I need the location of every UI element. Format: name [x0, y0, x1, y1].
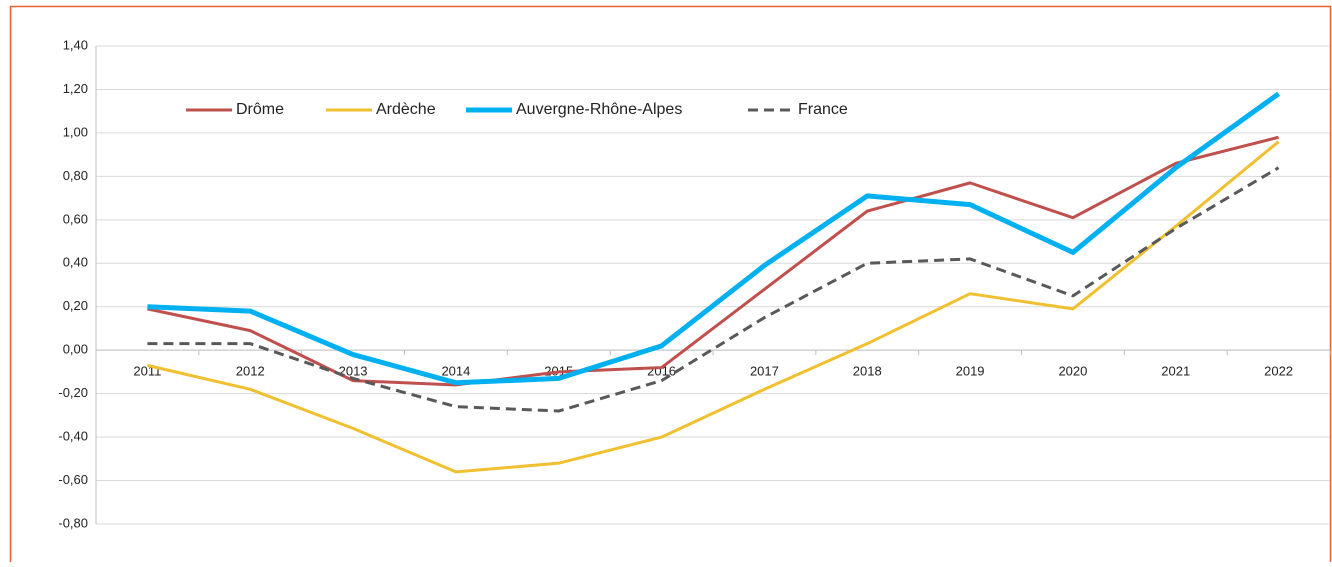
y-tick-label: -0,40 [58, 429, 88, 444]
series-line [147, 135, 1279, 387]
series-line [147, 166, 1280, 413]
y-tick-label: 0,40 [63, 255, 88, 270]
y-tick-label: -0,20 [58, 385, 88, 400]
x-tick-label: 2021 [1161, 364, 1190, 379]
y-tick-label: 1,40 [63, 37, 88, 52]
frame [9, 5, 1332, 567]
x-tick-label: 2020 [1058, 364, 1087, 379]
x-tick-label: 2012 [236, 364, 265, 379]
legend-label: Auvergne-Rhône-Alpes [516, 101, 682, 118]
y-tick-label: 0,20 [63, 298, 88, 313]
legend-label: Drôme [236, 101, 284, 118]
y-tick-label: 1,20 [63, 81, 88, 96]
x-tick-label: 2022 [1264, 364, 1293, 379]
y-tick-label: 1,00 [63, 124, 88, 139]
x-tick-label: 2019 [956, 364, 985, 379]
series-line [147, 140, 1280, 474]
x-tick-label: 2014 [441, 364, 470, 379]
x-tick-label: 2018 [853, 364, 882, 379]
y-tick-label: -0,60 [58, 472, 88, 487]
y-tick-label: 0,60 [63, 211, 88, 226]
y-tick-label: -0,80 [58, 515, 88, 530]
series-line [147, 91, 1281, 386]
x-tick-label: 2013 [339, 364, 368, 379]
y-tick-label: 0,00 [63, 342, 88, 357]
x-tick-label: 2017 [750, 364, 779, 379]
legend-label: France [798, 101, 848, 118]
legend-label: Ardèche [376, 101, 436, 118]
y-tick-label: 0,80 [63, 168, 88, 183]
